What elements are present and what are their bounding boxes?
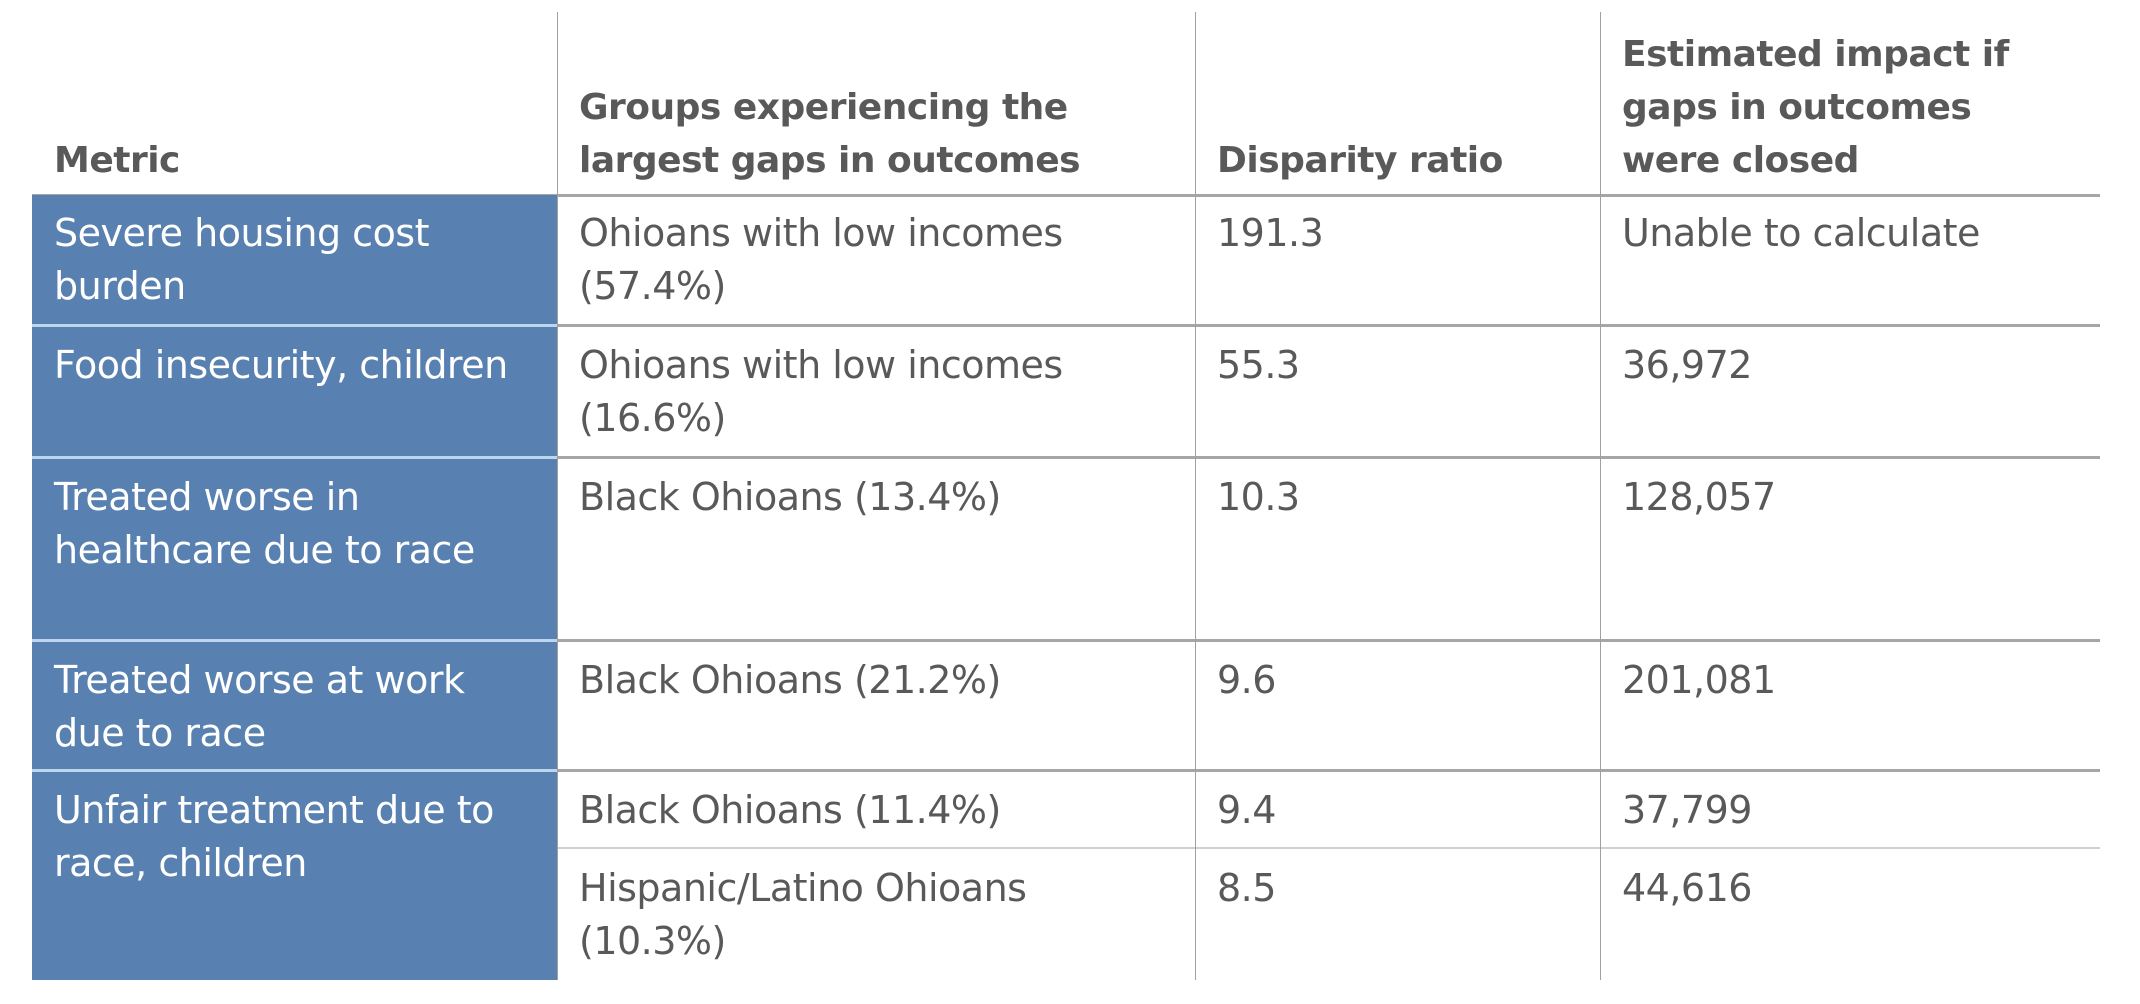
group-cell: Black Ohioans (13.4%) [579,475,1001,519]
metric-cell: Unfair treatment due to race, children [32,772,557,980]
impact-cell: Unable to calculate [1622,211,1980,255]
impact-cell: 36,972 [1622,343,1752,387]
ratio-cell: 55.3 [1217,343,1300,387]
table-row: Treated worse in healthcare due to race … [32,459,2100,639]
header-row: Metric Groups experiencing the largest g… [32,12,2100,195]
group-cell: Ohioans with low incomes (16.6%) [579,343,1063,440]
divider [32,639,2100,642]
column-rule [1600,12,1601,980]
divider [32,324,2100,327]
metric-cell: Food insecurity, children [32,327,557,457]
header-metric: Metric [54,140,180,181]
group-cell: Black Ohioans (11.4%) [579,788,1001,832]
table-row: Severe housing cost burden Ohioans with … [32,195,2100,325]
ratio-cell: 10.3 [1217,475,1300,519]
divider [32,194,2100,197]
ratio-cell: 9.6 [1217,658,1276,702]
group-cell: Ohioans with low incomes (57.4%) [579,211,1063,308]
impact-cell: 37,799 [1622,788,1752,832]
column-rule [1195,12,1196,980]
table-row: Treated worse at work due to race Black … [32,642,2100,770]
header-groups: Groups experiencing the largest gaps in … [579,87,1081,181]
group-cell: Hispanic/Latino Ohioans (10.3%) [579,866,1027,963]
ratio-cell: 8.5 [1217,866,1276,910]
impact-cell: 201,081 [1622,658,1776,702]
impact-cell: 44,616 [1622,866,1752,910]
impact-cell: 128,057 [1622,475,1776,519]
table-row: Food insecurity, children Ohioans with l… [32,327,2100,457]
divider [32,769,2100,772]
subrow-divider [557,847,2100,849]
metric-cell: Treated worse in healthcare due to race [32,459,557,639]
table-row: Unfair treatment due to race, children B… [32,772,2100,980]
metric-cell: Treated worse at work due to race [32,642,557,770]
metric-cell: Severe housing cost burden [32,195,557,325]
column-rule [557,12,558,980]
divider [32,456,2100,459]
header-ratio: Disparity ratio [1217,140,1503,181]
header-impact: Estimated impact if gaps in outcomes wer… [1622,34,2009,181]
ratio-cell: 9.4 [1217,788,1276,832]
ratio-cell: 191.3 [1217,211,1324,255]
group-cell: Black Ohioans (21.2%) [579,658,1001,702]
